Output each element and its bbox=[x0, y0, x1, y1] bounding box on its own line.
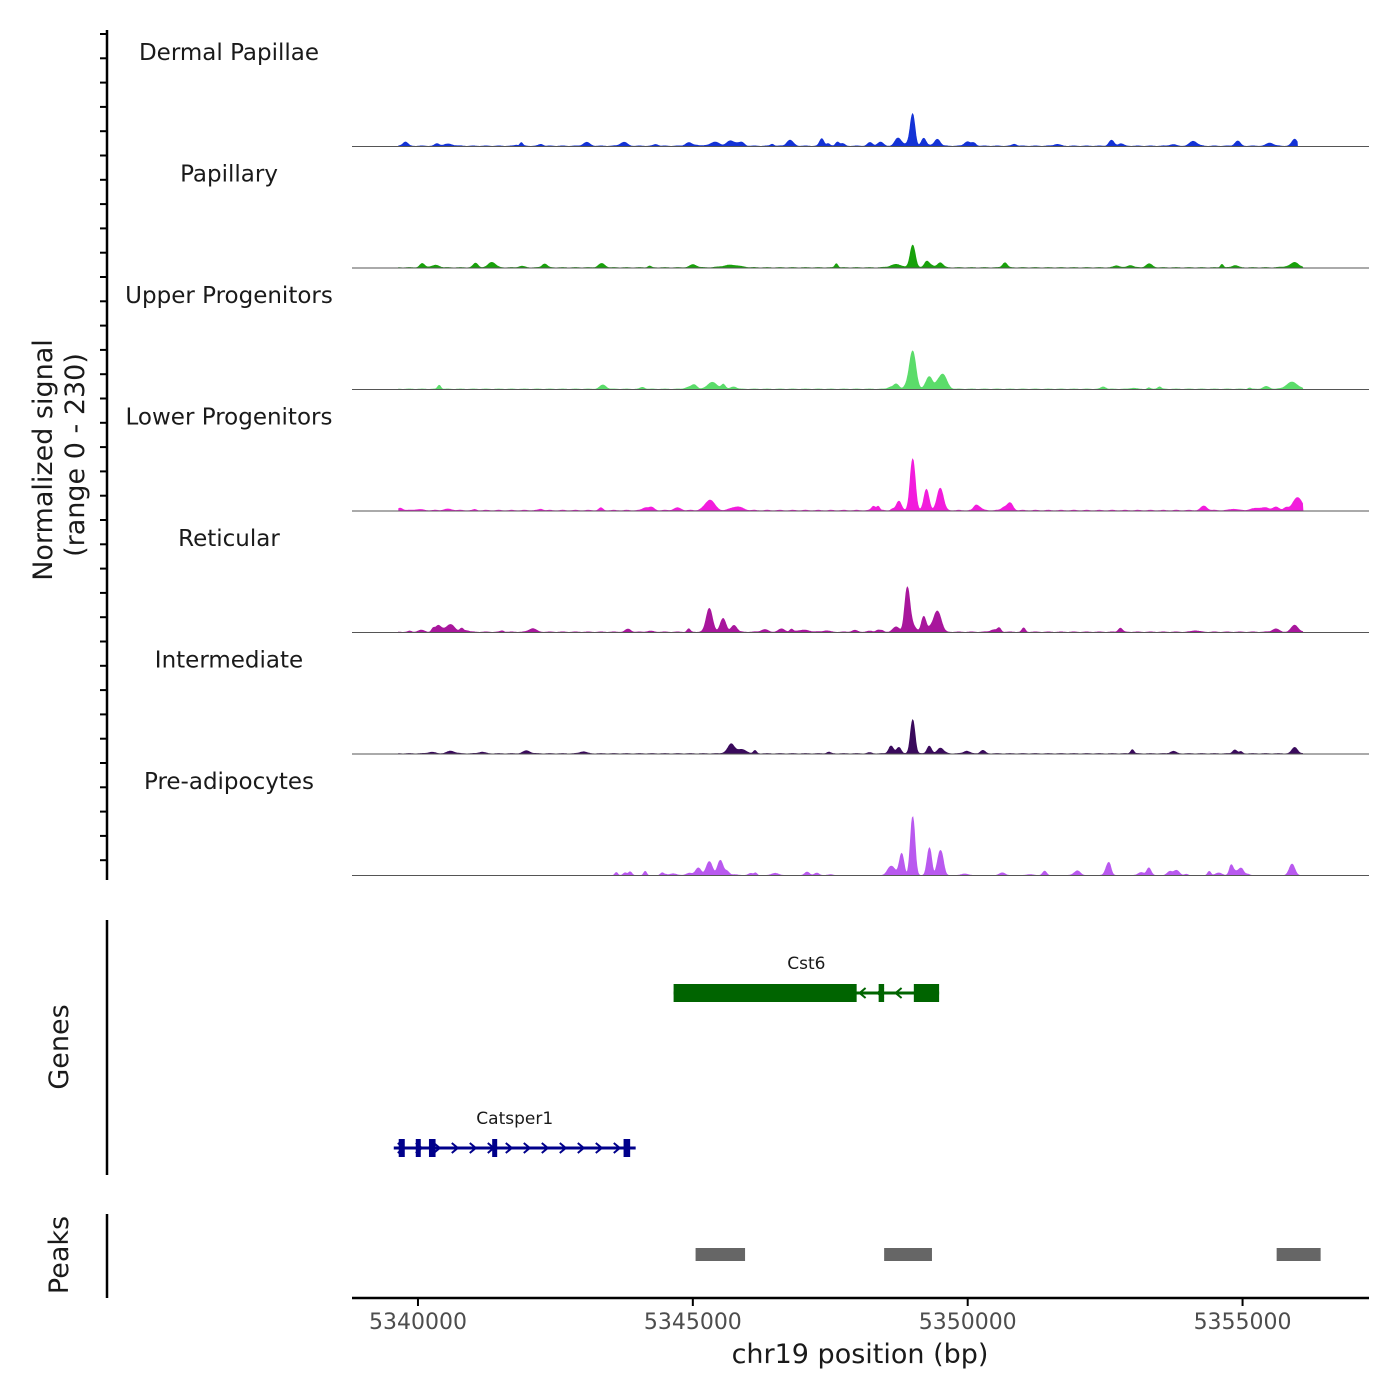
y-axis-title: Normalized signal bbox=[28, 339, 59, 581]
signal-area bbox=[398, 112, 1298, 147]
genes-axis-title: Genes bbox=[44, 1004, 75, 1089]
peak-region bbox=[695, 1248, 746, 1261]
track-intermediate: Intermediate bbox=[155, 648, 1369, 755]
gene-exon bbox=[415, 1139, 421, 1157]
signal-axis-ticks bbox=[100, 33, 107, 862]
strand-chevron bbox=[613, 1142, 622, 1154]
track-label: Dermal Papillae bbox=[139, 40, 319, 66]
gene-track: Cst6 Catsper1 bbox=[393, 954, 940, 1157]
track-dermal-papillae: Dermal Papillae bbox=[139, 40, 1369, 147]
signal-area bbox=[398, 350, 1304, 390]
gene-cst6: Cst6 bbox=[673, 954, 940, 1002]
x-tick-label: 5345000 bbox=[644, 1310, 742, 1335]
signal-area bbox=[398, 458, 1304, 512]
x-tick-label: 5350000 bbox=[919, 1310, 1017, 1335]
x-tick-label: 5340000 bbox=[369, 1310, 467, 1335]
track-label: Pre-adipocytes bbox=[144, 769, 314, 795]
strand-chevron bbox=[433, 1142, 442, 1154]
gene-catsper1: Catsper1 bbox=[393, 1109, 636, 1157]
strand-chevron bbox=[505, 1142, 514, 1154]
track-upper-progenitors: Upper Progenitors bbox=[125, 283, 1369, 390]
gene-exon bbox=[878, 984, 885, 1002]
strand-chevron bbox=[469, 1142, 478, 1154]
y-axis-range: (range 0 - 230) bbox=[60, 353, 91, 557]
gene-exon bbox=[398, 1139, 405, 1157]
signal-area bbox=[398, 816, 1303, 876]
strand-chevron bbox=[894, 987, 903, 999]
peak-region bbox=[1276, 1248, 1321, 1261]
track-label: Papillary bbox=[180, 162, 278, 188]
x-axis-title: chr19 position (bp) bbox=[732, 1339, 989, 1370]
signal-area bbox=[398, 719, 1304, 755]
signal-area bbox=[398, 244, 1304, 269]
gene-exon bbox=[623, 1139, 631, 1157]
x-tick-label: 5355000 bbox=[1194, 1310, 1292, 1335]
track-pre-adipocytes: Pre-adipocytes bbox=[144, 769, 1369, 876]
gene-exon bbox=[673, 984, 857, 1002]
gene-exon bbox=[492, 1139, 498, 1157]
strand-chevron bbox=[523, 1142, 532, 1154]
strand-chevron bbox=[858, 987, 867, 999]
track-label: Lower Progenitors bbox=[126, 405, 333, 431]
gene-exon bbox=[913, 984, 940, 1002]
track-papillary: Papillary bbox=[180, 162, 1369, 269]
x-axis-ticks: 5340000 5345000 5350000 5355000 bbox=[369, 1298, 1292, 1335]
strand-chevron bbox=[451, 1142, 460, 1154]
signal-tracks: Dermal Papillae Papillary Upper Progenitor… bbox=[125, 40, 1369, 876]
track-label: Upper Progenitors bbox=[125, 283, 333, 309]
track-reticular: Reticular bbox=[178, 526, 1369, 633]
track-lower-progenitors: Lower Progenitors bbox=[126, 405, 1369, 512]
peaks-axis-title: Peaks bbox=[44, 1216, 75, 1294]
x-axis: 5340000 5345000 5350000 5355000 bbox=[352, 1296, 1369, 1335]
gene-exon bbox=[428, 1139, 436, 1157]
gene-label: Cst6 bbox=[787, 954, 825, 974]
signal-axis bbox=[100, 30, 109, 880]
track-label: Intermediate bbox=[155, 648, 303, 674]
strand-chevron bbox=[559, 1142, 568, 1154]
track-label: Reticular bbox=[178, 526, 280, 552]
strand-chevron bbox=[595, 1142, 604, 1154]
strand-chevron bbox=[541, 1142, 550, 1154]
peak-track bbox=[695, 1248, 1321, 1261]
peak-region bbox=[884, 1248, 932, 1261]
strand-chevron bbox=[577, 1142, 586, 1154]
signal-area bbox=[398, 586, 1304, 633]
gene-label: Catsper1 bbox=[476, 1109, 553, 1129]
